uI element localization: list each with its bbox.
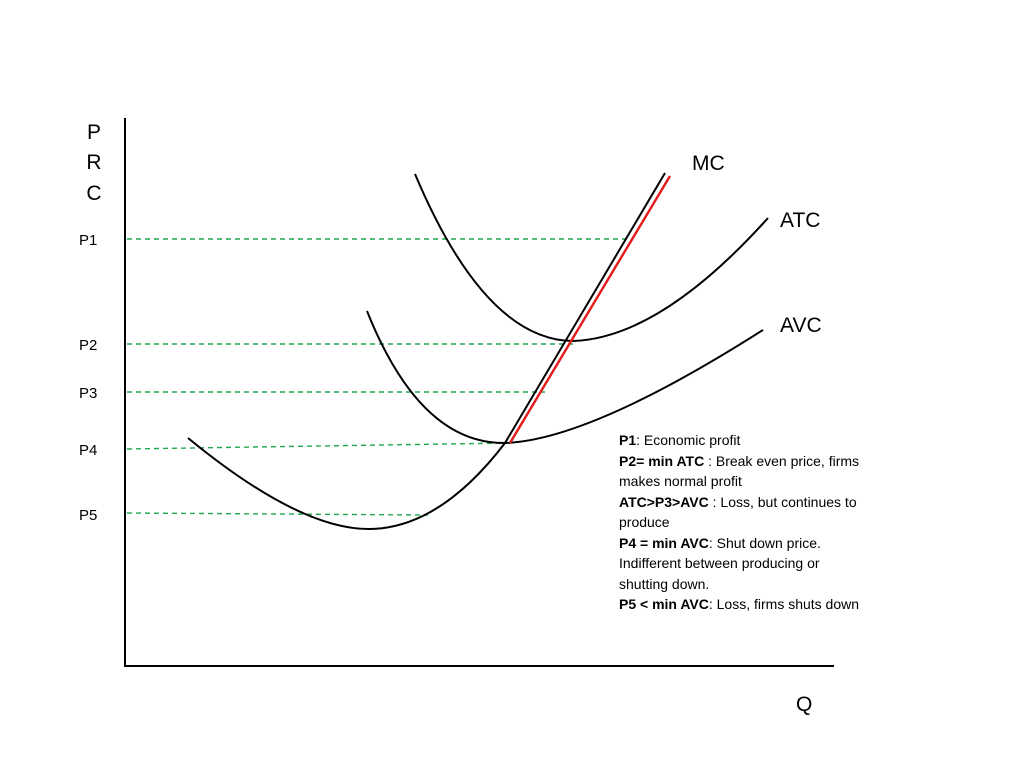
note-p1: P1: Economic profit (619, 430, 869, 451)
note-p1-text: : Economic profit (636, 432, 741, 448)
price-label-p2: P2 (79, 337, 98, 354)
note-p2: P2= min ATC : Break even price, firms ma… (619, 451, 869, 492)
price-label-p4: P4 (79, 442, 98, 459)
price-label-p3: P3 (79, 385, 98, 402)
y-axis-label-p: P (86, 121, 101, 144)
note-p3-term: ATC>P3>AVC (619, 493, 709, 510)
note-p3-text: : Loss, but continues to produce (619, 493, 857, 531)
note-p5: P5 < min AVC: Loss, firms shuts down (619, 594, 869, 615)
price-label-p1: P1 (79, 232, 98, 249)
note-p4-text: : Shut down price. Indifferent between p… (619, 534, 821, 592)
guide-line-p4 (126, 442, 511, 450)
note-p4: P4 = min AVC: Shut down price. Indiffere… (619, 533, 869, 595)
supply-curve-highlight (508, 175, 672, 444)
atc-curve (414, 173, 769, 343)
price-guide-lines (126, 238, 633, 516)
note-p4-term: P4 = min AVC (619, 534, 709, 551)
y-axis-label-c: C (86, 182, 102, 205)
axes (124, 118, 834, 667)
y-axis-label-r: R (86, 151, 102, 174)
cost-curves (187, 172, 769, 531)
note-p2-text: : Break even price, firms makes normal p… (619, 452, 860, 490)
avc-curve-label: AVC (780, 314, 822, 337)
explanation-notes: P1: Economic profit P2= min ATC : Break … (619, 430, 869, 615)
note-p2-term: P2= min ATC (619, 452, 705, 469)
note-p5-term: P5 < min AVC (619, 596, 709, 612)
mc-curve-label: MC (692, 152, 725, 175)
atc-curve-label: ATC (780, 209, 821, 232)
x-axis-label: Q (796, 693, 813, 716)
guide-line-p5 (126, 512, 429, 516)
price-label-p5: P5 (79, 507, 98, 524)
avc-curve (366, 310, 764, 445)
note-p5-text: : Loss, firms shuts down (708, 596, 860, 612)
mc-curve (187, 172, 666, 531)
note-p1-term: P1 (619, 432, 637, 448)
note-p3: ATC>P3>AVC : Loss, but continues to prod… (619, 492, 869, 533)
